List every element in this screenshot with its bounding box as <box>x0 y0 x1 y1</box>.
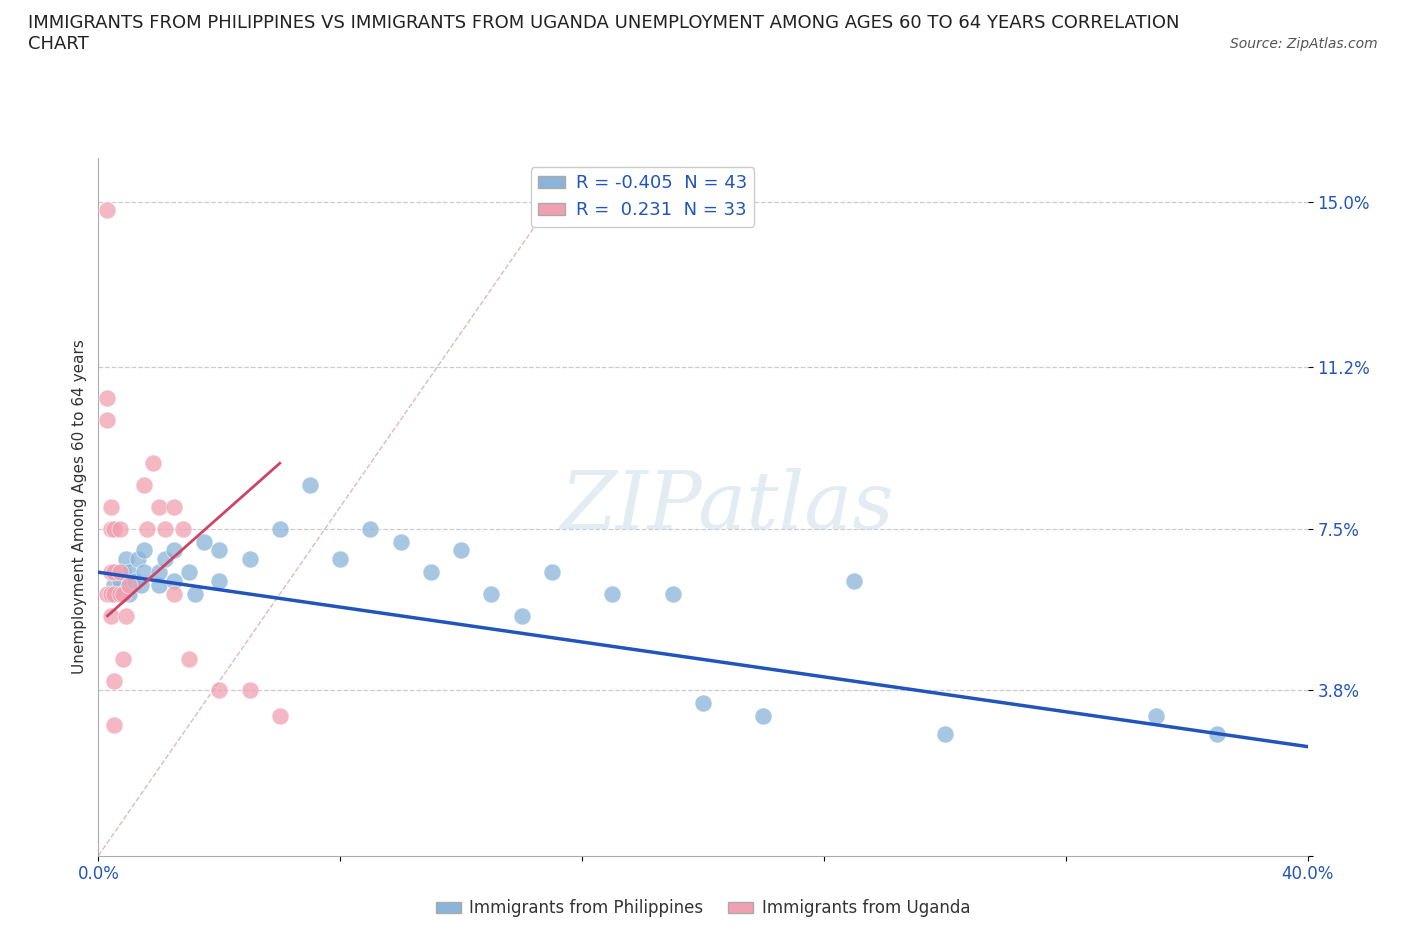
Point <box>163 543 186 558</box>
Legend: Immigrants from Philippines, Immigrants from Uganda: Immigrants from Philippines, Immigrants … <box>429 893 977 924</box>
Point <box>100 587 122 602</box>
Point <box>118 587 141 602</box>
Point <box>163 499 186 514</box>
Point <box>148 499 170 514</box>
Point <box>752 709 775 724</box>
Point <box>96 412 118 427</box>
Point <box>96 587 118 602</box>
Point <box>540 565 562 579</box>
Point <box>934 726 956 741</box>
Point <box>124 574 146 589</box>
Point <box>108 574 131 589</box>
Point <box>96 203 118 218</box>
Point <box>100 521 122 536</box>
Point <box>299 478 322 493</box>
Point <box>450 543 472 558</box>
Point <box>239 683 262 698</box>
Point <box>103 587 125 602</box>
Point <box>111 565 134 579</box>
Point <box>360 521 382 536</box>
Point <box>148 565 170 579</box>
Point <box>132 543 155 558</box>
Point <box>602 587 624 602</box>
Point <box>163 574 186 589</box>
Point <box>103 673 125 688</box>
Point <box>103 578 125 592</box>
Point <box>1206 726 1229 741</box>
Point <box>118 578 141 592</box>
Point <box>100 608 122 623</box>
Point <box>111 587 134 602</box>
Point <box>108 587 131 602</box>
Point <box>208 683 231 698</box>
Point <box>1144 709 1167 724</box>
Point <box>844 574 866 589</box>
Point <box>108 565 131 579</box>
Point <box>135 521 157 536</box>
Point <box>127 551 149 566</box>
Point <box>420 565 443 579</box>
Point <box>184 587 207 602</box>
Point <box>103 521 125 536</box>
Point <box>148 578 170 592</box>
Point <box>389 534 412 549</box>
Point <box>103 565 125 579</box>
Point <box>129 578 152 592</box>
Point <box>108 521 131 536</box>
Point <box>132 565 155 579</box>
Point <box>132 478 155 493</box>
Point <box>510 608 533 623</box>
Point <box>111 587 134 602</box>
Text: ZIPatlas: ZIPatlas <box>561 468 894 546</box>
Point <box>114 608 136 623</box>
Point <box>179 652 201 667</box>
Text: Source: ZipAtlas.com: Source: ZipAtlas.com <box>1230 37 1378 51</box>
Point <box>239 551 262 566</box>
Point <box>96 391 118 405</box>
Point <box>193 534 215 549</box>
Point <box>329 551 352 566</box>
Point <box>163 587 186 602</box>
Point <box>118 565 141 579</box>
Y-axis label: Unemployment Among Ages 60 to 64 years: Unemployment Among Ages 60 to 64 years <box>72 339 87 674</box>
Point <box>142 456 165 471</box>
Point <box>172 521 194 536</box>
Point <box>114 551 136 566</box>
Point <box>111 652 134 667</box>
Point <box>179 565 201 579</box>
Text: IMMIGRANTS FROM PHILIPPINES VS IMMIGRANTS FROM UGANDA UNEMPLOYMENT AMONG AGES 60: IMMIGRANTS FROM PHILIPPINES VS IMMIGRANT… <box>28 14 1180 53</box>
Point <box>662 587 685 602</box>
Point <box>100 499 122 514</box>
Point <box>100 565 122 579</box>
Point <box>481 587 503 602</box>
Point <box>692 696 714 711</box>
Point <box>153 521 176 536</box>
Point <box>269 521 291 536</box>
Point <box>208 574 231 589</box>
Point <box>153 551 176 566</box>
Point <box>103 717 125 732</box>
Point <box>103 565 125 579</box>
Point <box>118 578 141 592</box>
Point <box>269 709 291 724</box>
Point <box>208 543 231 558</box>
